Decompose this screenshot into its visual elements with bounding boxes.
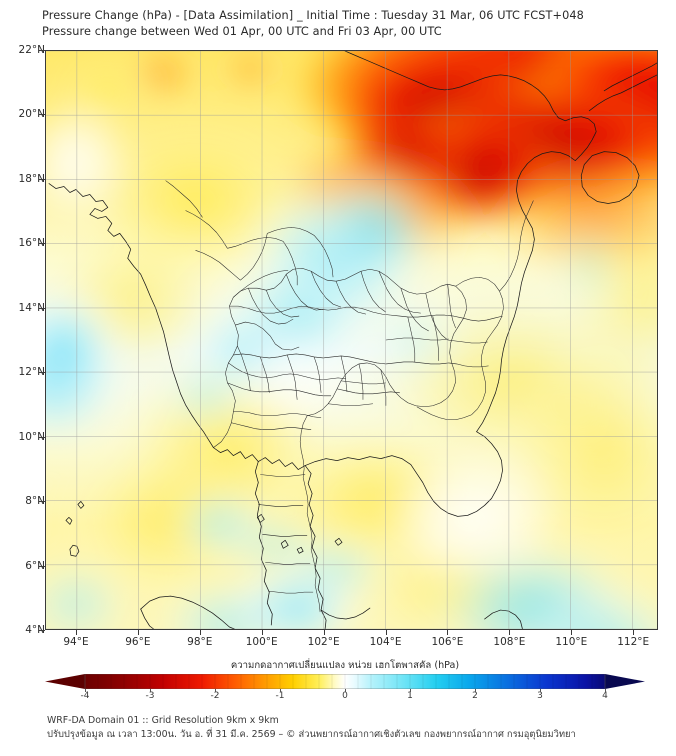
y-tick-mark (39, 565, 45, 567)
page-title: Pressure Change (hPa) - [Data Assimilati… (42, 9, 584, 22)
y-tick-mark (39, 372, 45, 374)
colorbar-tick-mark (475, 689, 476, 692)
x-tick-mark (261, 630, 263, 635)
x-tick-label: 112°E (617, 636, 650, 648)
x-tick-label: 106°E (431, 636, 464, 648)
footer-credit: ปรับปรุงข้อมูล ณ เวลา 13:00น. วัน อ. ที่… (47, 729, 576, 740)
colorbar-gradient (45, 674, 645, 689)
y-axis: 4°N 6°N 8°N 10°N 12°N 14°N 16°N 18°N 20°N 22°N (0, 0, 45, 756)
colorbar-tick-mark (605, 689, 606, 692)
colorbar-tick-mark (150, 689, 151, 692)
x-tick-label: 102°E (307, 636, 340, 648)
pressure-change-field (46, 51, 657, 629)
colorbar-tick-mark (280, 689, 281, 692)
coastline-overlay (48, 51, 657, 629)
x-tick-mark (509, 630, 511, 635)
colorbar-tick-mark (540, 689, 541, 692)
colorbar-min-arrow (45, 674, 85, 689)
colorbar-tick-label: 3 (537, 691, 543, 701)
map-gridlines (46, 51, 657, 629)
x-tick-label: 94°E (63, 636, 89, 648)
colorbar-tick-label: 4 (602, 691, 608, 701)
y-tick-mark (39, 114, 45, 116)
colorbar-tick-label: -3 (145, 691, 155, 701)
x-tick-mark (447, 630, 449, 635)
y-tick-mark (39, 50, 45, 51)
x-tick-label: 110°E (555, 636, 588, 648)
footer-domain-info: WRF-DA Domain 01 :: Grid Resolution 9km … (47, 715, 279, 726)
x-tick-mark (323, 630, 325, 635)
colorbar[interactable]: ความกดอากาศเปลี่ยนแปลง หน่วย เฮกโตพาสคัล… (45, 658, 645, 706)
y-tick-label: 16°N (18, 237, 45, 250)
colorbar-title: ความกดอากาศเปลี่ยนแปลง หน่วย เฮกโตพาสคัล… (230, 660, 460, 671)
y-tick-label: 6°N (25, 559, 45, 572)
y-tick-mark (39, 501, 45, 503)
y-tick-mark (39, 436, 45, 438)
x-tick-mark (199, 630, 201, 635)
y-tick-mark (39, 307, 45, 309)
colorbar-tick-label: 2 (472, 691, 478, 701)
page-subtitle: Pressure change between Wed 01 Apr, 00 U… (42, 25, 442, 38)
map-plot-area[interactable] (45, 50, 658, 630)
colorbar-max-arrow (605, 674, 645, 689)
y-tick-label: 14°N (18, 301, 45, 314)
y-tick-label: 12°N (18, 366, 45, 379)
x-tick-label: 108°E (493, 636, 526, 648)
y-tick-label: 22°N (18, 44, 45, 56)
y-tick-mark (39, 630, 45, 631)
x-tick-label: 100°E (245, 636, 278, 648)
colorbar-tick-label: -1 (275, 691, 285, 701)
x-tick-mark (137, 630, 139, 635)
x-tick-mark (385, 630, 387, 635)
x-tick-mark (633, 630, 635, 635)
colorbar-tick-label: -4 (80, 691, 90, 701)
y-tick-mark (39, 178, 45, 180)
x-tick-label: 96°E (125, 636, 151, 648)
y-tick-label: 8°N (25, 495, 45, 508)
y-tick-label: 20°N (18, 108, 45, 121)
y-tick-label: 10°N (18, 430, 45, 443)
x-tick-label: 104°E (369, 636, 402, 648)
colorbar-tick-mark (85, 689, 86, 692)
colorbar-tick-label: 0 (342, 691, 348, 701)
colorbar-tick-label: -2 (210, 691, 220, 701)
colorbar-tick-mark (215, 689, 216, 692)
y-tick-label: 18°N (18, 172, 45, 185)
colorbar-tick-mark (345, 689, 346, 692)
footer-block: WRF-DA Domain 01 :: Grid Resolution 9km … (47, 714, 657, 742)
y-tick-label: 4°N (25, 624, 45, 636)
title-block: Pressure Change (hPa) - [Data Assimilati… (42, 8, 662, 40)
y-tick-mark (39, 243, 45, 245)
colorbar-tick-mark (410, 689, 411, 692)
x-tick-mark (75, 630, 77, 635)
colorbar-tick-label: 1 (407, 691, 413, 701)
x-tick-mark (571, 630, 573, 635)
x-tick-label: 98°E (187, 636, 213, 648)
